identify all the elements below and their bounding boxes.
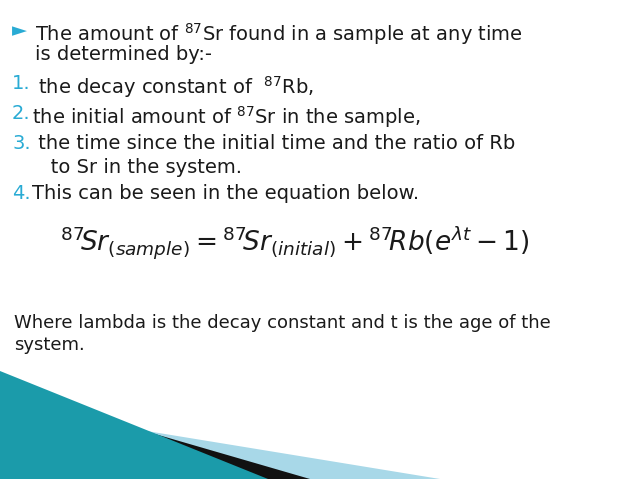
Text: is determined by:-: is determined by:- xyxy=(35,45,212,64)
Text: ${}^{87}\!\mathit{Sr}_{(\mathit{sample})}={}^{87}\!\mathit{Sr}_{(\mathit{initial: ${}^{87}\!\mathit{Sr}_{(\mathit{sample})… xyxy=(60,224,530,261)
Polygon shape xyxy=(0,389,310,479)
Text: the decay constant of  $^{87}$Rb,: the decay constant of $^{87}$Rb, xyxy=(32,74,314,100)
Text: to Sr in the system.: to Sr in the system. xyxy=(32,158,242,177)
Polygon shape xyxy=(0,371,268,479)
Text: system.: system. xyxy=(14,336,85,354)
Text: This can be seen in the equation below.: This can be seen in the equation below. xyxy=(32,184,419,203)
Text: ►: ► xyxy=(12,21,27,40)
Text: 2.: 2. xyxy=(12,104,31,123)
Text: The amount of $^{87}$Sr found in a sample at any time: The amount of $^{87}$Sr found in a sampl… xyxy=(35,21,523,47)
Text: Where lambda is the decay constant and t is the age of the: Where lambda is the decay constant and t… xyxy=(14,314,551,332)
Text: the time since the initial time and the ratio of Rb: the time since the initial time and the … xyxy=(32,134,516,153)
Text: 1.: 1. xyxy=(12,74,31,93)
Text: the initial amount of $^{87}$Sr in the sample,: the initial amount of $^{87}$Sr in the s… xyxy=(32,104,420,130)
Text: 4.: 4. xyxy=(12,184,31,203)
Polygon shape xyxy=(0,407,440,479)
Text: 3.: 3. xyxy=(12,134,31,153)
